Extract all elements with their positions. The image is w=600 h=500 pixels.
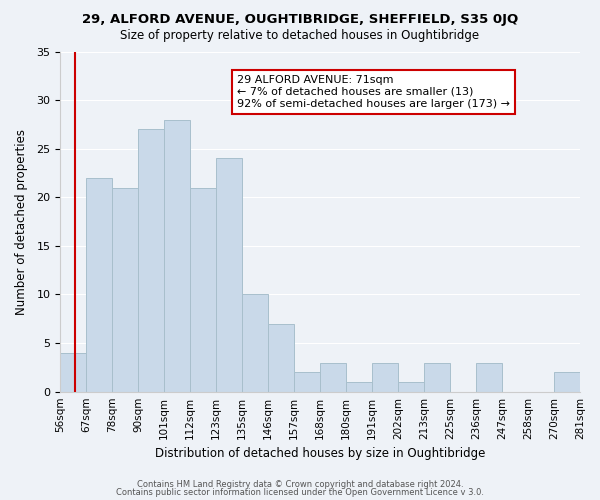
Bar [346, 382, 372, 392]
Bar [554, 372, 580, 392]
Text: Size of property relative to detached houses in Oughtibridge: Size of property relative to detached ho… [121, 29, 479, 42]
Bar [372, 362, 398, 392]
Bar [294, 372, 320, 392]
Y-axis label: Number of detached properties: Number of detached properties [15, 128, 28, 314]
Text: Contains HM Land Registry data © Crown copyright and database right 2024.: Contains HM Land Registry data © Crown c… [137, 480, 463, 489]
Bar [398, 382, 424, 392]
Text: Contains public sector information licensed under the Open Government Licence v : Contains public sector information licen… [116, 488, 484, 497]
Bar [216, 158, 242, 392]
Bar [268, 324, 294, 392]
Bar [424, 362, 450, 392]
Bar [60, 353, 86, 392]
Text: 29 ALFORD AVENUE: 71sqm
← 7% of detached houses are smaller (13)
92% of semi-det: 29 ALFORD AVENUE: 71sqm ← 7% of detached… [237, 76, 510, 108]
Text: 29, ALFORD AVENUE, OUGHTIBRIDGE, SHEFFIELD, S35 0JQ: 29, ALFORD AVENUE, OUGHTIBRIDGE, SHEFFIE… [82, 12, 518, 26]
Bar [86, 178, 112, 392]
Bar [190, 188, 216, 392]
X-axis label: Distribution of detached houses by size in Oughtibridge: Distribution of detached houses by size … [155, 447, 485, 460]
Bar [138, 130, 164, 392]
Bar [476, 362, 502, 392]
Bar [242, 294, 268, 392]
Bar [164, 120, 190, 392]
Bar [112, 188, 138, 392]
Bar [320, 362, 346, 392]
